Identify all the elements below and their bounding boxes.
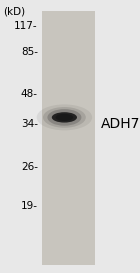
Ellipse shape (47, 109, 81, 126)
Ellipse shape (43, 107, 86, 128)
Ellipse shape (37, 104, 92, 130)
Text: 34-: 34- (21, 119, 38, 129)
Text: 85-: 85- (21, 47, 38, 57)
Ellipse shape (56, 114, 73, 121)
Bar (42, 11, 95, 265)
Text: 48-: 48- (21, 89, 38, 99)
Ellipse shape (52, 112, 77, 123)
Text: 19-: 19- (21, 201, 38, 211)
Text: 26-: 26- (21, 162, 38, 171)
Text: (kD): (kD) (3, 7, 25, 17)
Text: 117-: 117- (14, 21, 38, 31)
Text: ADH7: ADH7 (101, 117, 140, 131)
